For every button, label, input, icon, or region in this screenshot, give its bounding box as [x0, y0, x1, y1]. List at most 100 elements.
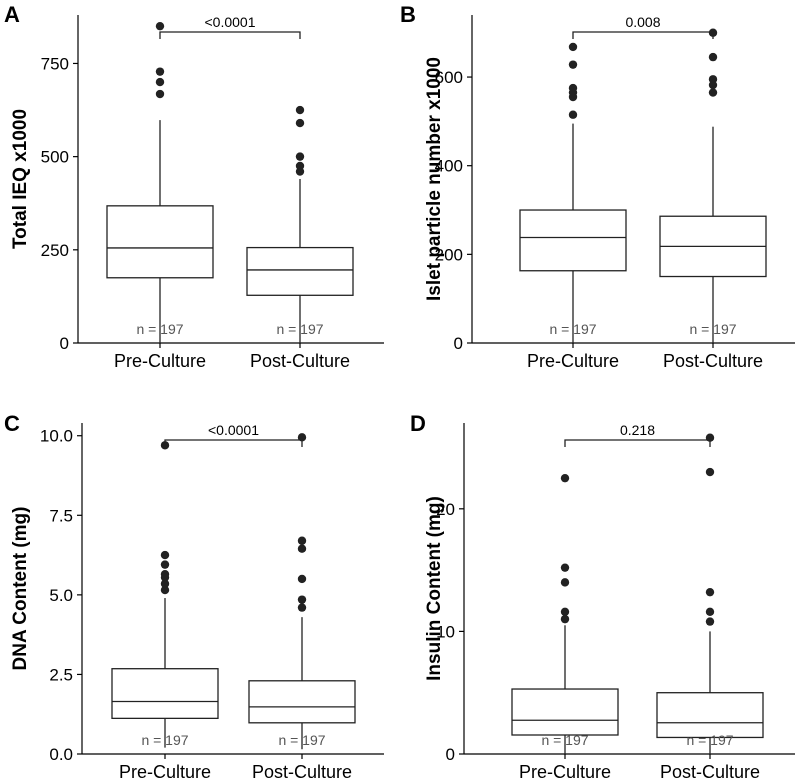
x-tick-label: Post-Culture	[660, 762, 760, 781]
outlier-point	[155, 89, 165, 99]
iqr-box	[511, 688, 619, 736]
box-plot-post-culture: n = 197	[656, 433, 764, 754]
iqr-box	[246, 246, 354, 296]
x-tick-label: Post-Culture	[252, 762, 352, 781]
y-tick-label: 0	[454, 334, 463, 353]
y-tick-label: 10.0	[40, 427, 73, 446]
y-tick-label: 0	[446, 745, 455, 764]
outlier-point	[160, 550, 170, 560]
box-plot-pre-culture: n = 197	[106, 21, 214, 343]
outlier-point	[560, 473, 570, 483]
outlier-point	[155, 21, 165, 31]
panel-d: D Insulin Content (mg) 0 10 20 n = 197 Pre-Cul…	[410, 411, 795, 781]
outlier-point	[297, 574, 307, 584]
y-axis-label: Total IEQ x1000	[10, 109, 31, 249]
panel-letter: C	[4, 411, 20, 436]
n-label: n = 197	[276, 321, 323, 337]
y-tick-label: 600	[435, 68, 463, 87]
panel-c: C DNA Content (mg) 0.0 2.5 5.0 7.5 10.0 n = 197…	[4, 411, 384, 781]
x-tick-label: Post-Culture	[250, 351, 350, 371]
p-value-label: <0.0001	[208, 422, 259, 438]
panel-b: B Islet particle number x1000 0 200 400 600 n …	[400, 2, 795, 371]
outlier-point	[295, 105, 305, 115]
box-plot-post-culture: n = 197	[248, 433, 356, 750]
n-label: n = 197	[686, 732, 733, 748]
y-tick-label: 750	[41, 54, 69, 73]
outlier-point	[705, 607, 715, 616]
significance-bracket	[159, 31, 301, 39]
x-tick-label: Pre-Culture	[519, 762, 611, 781]
outlier-point	[160, 585, 170, 595]
outlier-point	[705, 617, 715, 626]
y-axis-label: Insulin Content (mg)	[424, 496, 445, 681]
p-value-label: 0.008	[625, 14, 660, 30]
n-label: n = 197	[541, 732, 588, 748]
outlier-point	[708, 80, 718, 90]
box-plot-post-culture: n = 197	[659, 28, 767, 343]
iqr-box	[111, 668, 219, 720]
outlier-point	[155, 77, 165, 87]
box-plot-post-culture: n = 197	[246, 105, 354, 343]
significance-bracket	[572, 31, 714, 39]
panel-letter: A	[4, 2, 20, 27]
outlier-point	[705, 587, 715, 597]
iqr-box	[656, 692, 764, 739]
y-tick-label: 400	[435, 157, 463, 176]
y-tick-label: 20	[436, 500, 455, 519]
iqr-box	[106, 205, 214, 279]
box-plot-pre-culture: n = 197	[519, 42, 627, 343]
y-axis-label: Islet particle number x1000	[424, 57, 445, 301]
y-tick-label: 5.0	[49, 586, 73, 605]
n-label: n = 197	[689, 321, 736, 337]
outlier-point	[295, 118, 305, 128]
outlier-point	[568, 60, 578, 69]
outlier-point	[297, 603, 307, 612]
outlier-point	[160, 569, 170, 579]
y-tick-label: 2.5	[49, 665, 73, 684]
outlier-point	[560, 614, 570, 624]
outlier-point	[560, 607, 570, 616]
box-plot-pre-culture: n = 197	[111, 441, 219, 748]
iqr-box	[248, 680, 356, 724]
significance-bracket	[564, 439, 711, 447]
outlier-point	[568, 110, 578, 119]
outlier-point	[708, 75, 718, 84]
outlier-point	[297, 536, 307, 545]
y-tick-label: 250	[41, 241, 69, 260]
n-label: n = 197	[549, 321, 596, 337]
outlier-point	[708, 52, 718, 62]
y-tick-label: 0	[60, 334, 69, 353]
p-value-label: 0.218	[620, 422, 655, 438]
n-label: n = 197	[136, 321, 183, 337]
panel-a: A Total IEQ x1000 0 250 500 750 n = 197 Pre-Cul…	[4, 2, 384, 371]
y-tick-label: 10	[436, 622, 455, 641]
significance-bracket	[164, 439, 303, 447]
outlier-point	[297, 544, 307, 553]
x-tick-label: Pre-Culture	[527, 351, 619, 371]
outlier-point	[295, 161, 305, 171]
x-tick-label: Pre-Culture	[114, 351, 206, 371]
y-tick-label: 200	[435, 245, 463, 264]
outlier-point	[708, 88, 718, 97]
p-value-label: <0.0001	[205, 14, 256, 30]
outlier-point	[705, 467, 715, 477]
y-tick-label: 500	[41, 148, 69, 167]
outlier-point	[160, 579, 170, 588]
outlier-point	[560, 578, 570, 587]
outlier-point	[568, 42, 578, 52]
y-tick-label: 7.5	[49, 506, 73, 525]
panel-letter: B	[400, 2, 416, 27]
iqr-box	[519, 209, 627, 272]
n-label: n = 197	[278, 732, 325, 748]
y-axis-label: DNA Content (mg)	[10, 507, 31, 671]
box-plot-pre-culture: n = 197	[511, 473, 619, 754]
panel-letter: D	[410, 411, 426, 436]
outlier-point	[297, 595, 307, 604]
outlier-point	[560, 563, 570, 572]
outlier-point	[155, 67, 165, 76]
outlier-point	[295, 152, 305, 161]
y-tick-label: 0.0	[49, 745, 73, 764]
x-tick-label: Post-Culture	[663, 351, 763, 371]
outlier-point	[568, 83, 578, 93]
